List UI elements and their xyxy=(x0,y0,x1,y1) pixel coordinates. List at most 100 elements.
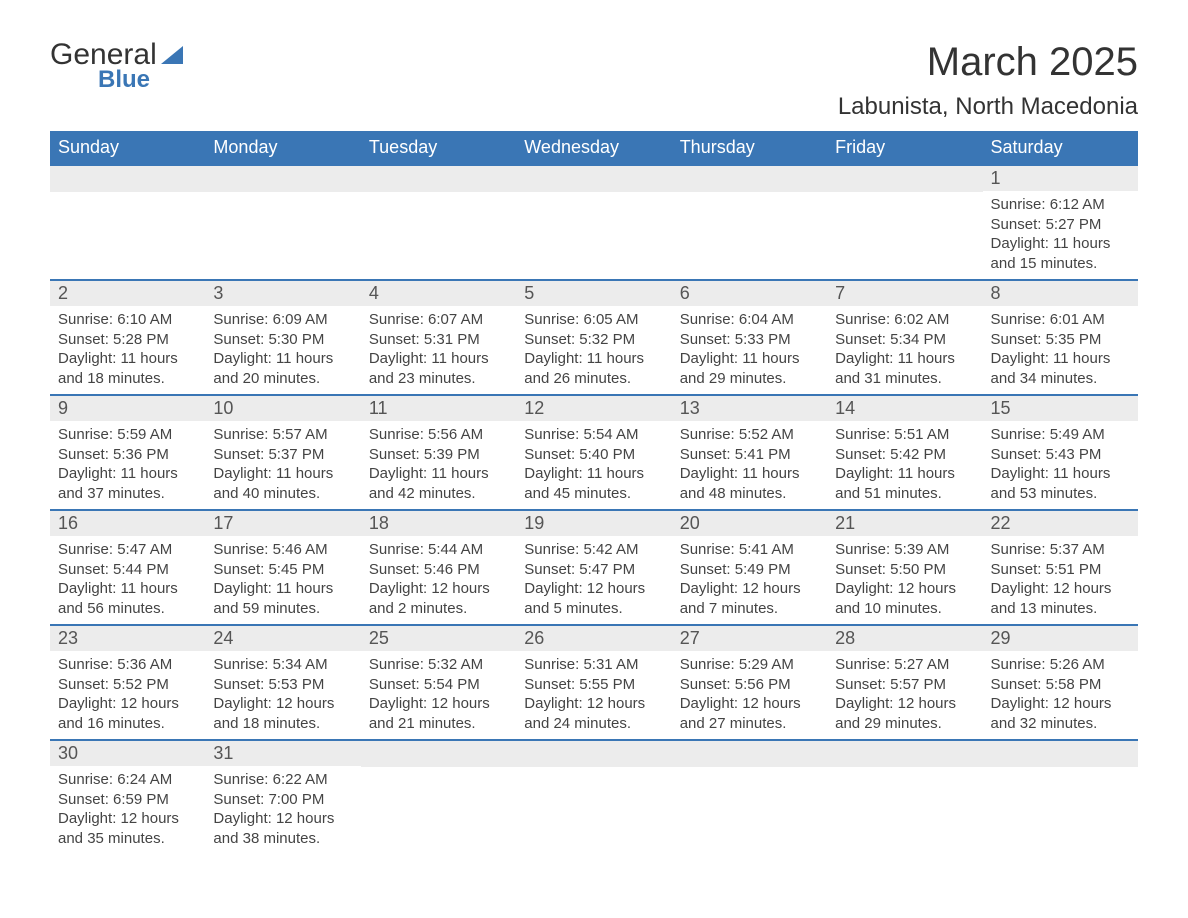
week-row: 9Sunrise: 5:59 AMSunset: 5:36 PMDaylight… xyxy=(50,395,1138,510)
day-cell: 26Sunrise: 5:31 AMSunset: 5:55 PMDayligh… xyxy=(516,625,671,740)
col-monday: Monday xyxy=(205,131,360,165)
daylight2-text: and 23 minutes. xyxy=(369,369,508,389)
day-number: 25 xyxy=(361,626,516,651)
daylight1-text: Daylight: 12 hours xyxy=(213,694,352,714)
daylight2-text: and 51 minutes. xyxy=(835,484,974,504)
col-tuesday: Tuesday xyxy=(361,131,516,165)
daylight1-text: Daylight: 11 hours xyxy=(369,349,508,369)
daylight1-text: Daylight: 11 hours xyxy=(991,464,1130,484)
day-cell xyxy=(827,740,982,854)
day-info: Sunrise: 5:57 AMSunset: 5:37 PMDaylight:… xyxy=(205,421,360,509)
day-info: Sunrise: 5:36 AMSunset: 5:52 PMDaylight:… xyxy=(50,651,205,739)
week-row: 30Sunrise: 6:24 AMSunset: 6:59 PMDayligh… xyxy=(50,740,1138,854)
day-info: Sunrise: 6:05 AMSunset: 5:32 PMDaylight:… xyxy=(516,306,671,394)
day-number: 16 xyxy=(50,511,205,536)
day-cell: 25Sunrise: 5:32 AMSunset: 5:54 PMDayligh… xyxy=(361,625,516,740)
day-cell: 30Sunrise: 6:24 AMSunset: 6:59 PMDayligh… xyxy=(50,740,205,854)
month-title: March 2025 xyxy=(838,40,1138,85)
daylight2-text: and 37 minutes. xyxy=(58,484,197,504)
day-info: Sunrise: 6:12 AMSunset: 5:27 PMDaylight:… xyxy=(983,191,1138,279)
day-number: 20 xyxy=(672,511,827,536)
day-cell xyxy=(50,165,205,280)
daylight1-text: Daylight: 11 hours xyxy=(213,579,352,599)
sunset-text: Sunset: 5:52 PM xyxy=(58,675,197,695)
sunset-text: Sunset: 5:46 PM xyxy=(369,560,508,580)
day-cell: 14Sunrise: 5:51 AMSunset: 5:42 PMDayligh… xyxy=(827,395,982,510)
sunrise-text: Sunrise: 6:10 AM xyxy=(58,310,197,330)
daylight2-text: and 18 minutes. xyxy=(58,369,197,389)
daylight2-text: and 24 minutes. xyxy=(524,714,663,734)
sunrise-text: Sunrise: 6:22 AM xyxy=(213,770,352,790)
daylight1-text: Daylight: 12 hours xyxy=(58,694,197,714)
empty-daynum xyxy=(361,166,516,192)
logo-line2: Blue xyxy=(98,66,157,94)
day-cell xyxy=(205,165,360,280)
daylight1-text: Daylight: 12 hours xyxy=(680,694,819,714)
daylight1-text: Daylight: 12 hours xyxy=(58,809,197,829)
triangle-icon xyxy=(161,46,183,64)
day-cell: 18Sunrise: 5:44 AMSunset: 5:46 PMDayligh… xyxy=(361,510,516,625)
sunset-text: Sunset: 5:40 PM xyxy=(524,445,663,465)
daylight1-text: Daylight: 12 hours xyxy=(680,579,819,599)
sunrise-text: Sunrise: 5:39 AM xyxy=(835,540,974,560)
day-info: Sunrise: 5:46 AMSunset: 5:45 PMDaylight:… xyxy=(205,536,360,624)
day-cell: 28Sunrise: 5:27 AMSunset: 5:57 PMDayligh… xyxy=(827,625,982,740)
sunrise-text: Sunrise: 5:57 AM xyxy=(213,425,352,445)
daylight1-text: Daylight: 11 hours xyxy=(991,349,1130,369)
day-info: Sunrise: 5:31 AMSunset: 5:55 PMDaylight:… xyxy=(516,651,671,739)
daylight1-text: Daylight: 12 hours xyxy=(835,694,974,714)
col-wednesday: Wednesday xyxy=(516,131,671,165)
day-info: Sunrise: 5:52 AMSunset: 5:41 PMDaylight:… xyxy=(672,421,827,509)
day-cell: 22Sunrise: 5:37 AMSunset: 5:51 PMDayligh… xyxy=(983,510,1138,625)
day-info: Sunrise: 6:09 AMSunset: 5:30 PMDaylight:… xyxy=(205,306,360,394)
day-cell xyxy=(672,740,827,854)
week-row: 2Sunrise: 6:10 AMSunset: 5:28 PMDaylight… xyxy=(50,280,1138,395)
day-number: 10 xyxy=(205,396,360,421)
daylight1-text: Daylight: 12 hours xyxy=(991,579,1130,599)
sunset-text: Sunset: 5:43 PM xyxy=(991,445,1130,465)
col-saturday: Saturday xyxy=(983,131,1138,165)
daylight1-text: Daylight: 12 hours xyxy=(369,694,508,714)
day-info: Sunrise: 5:26 AMSunset: 5:58 PMDaylight:… xyxy=(983,651,1138,739)
daylight2-text: and 15 minutes. xyxy=(991,254,1130,274)
daylight1-text: Daylight: 11 hours xyxy=(680,464,819,484)
daylight2-text: and 20 minutes. xyxy=(213,369,352,389)
sunset-text: Sunset: 5:54 PM xyxy=(369,675,508,695)
daylight2-text: and 40 minutes. xyxy=(213,484,352,504)
daylight2-text: and 31 minutes. xyxy=(835,369,974,389)
day-cell: 19Sunrise: 5:42 AMSunset: 5:47 PMDayligh… xyxy=(516,510,671,625)
day-number: 28 xyxy=(827,626,982,651)
sunrise-text: Sunrise: 6:04 AM xyxy=(680,310,819,330)
empty-dayinfo xyxy=(827,192,982,262)
sunrise-text: Sunrise: 6:02 AM xyxy=(835,310,974,330)
day-info: Sunrise: 5:39 AMSunset: 5:50 PMDaylight:… xyxy=(827,536,982,624)
daylight1-text: Daylight: 11 hours xyxy=(58,579,197,599)
day-cell: 12Sunrise: 5:54 AMSunset: 5:40 PMDayligh… xyxy=(516,395,671,510)
sunset-text: Sunset: 5:47 PM xyxy=(524,560,663,580)
day-info: Sunrise: 6:04 AMSunset: 5:33 PMDaylight:… xyxy=(672,306,827,394)
day-number: 27 xyxy=(672,626,827,651)
day-cell: 6Sunrise: 6:04 AMSunset: 5:33 PMDaylight… xyxy=(672,280,827,395)
day-cell: 8Sunrise: 6:01 AMSunset: 5:35 PMDaylight… xyxy=(983,280,1138,395)
sunset-text: Sunset: 5:34 PM xyxy=(835,330,974,350)
daylight1-text: Daylight: 11 hours xyxy=(58,464,197,484)
day-cell: 10Sunrise: 5:57 AMSunset: 5:37 PMDayligh… xyxy=(205,395,360,510)
sunrise-text: Sunrise: 6:07 AM xyxy=(369,310,508,330)
empty-dayinfo xyxy=(361,192,516,262)
sunrise-text: Sunrise: 6:05 AM xyxy=(524,310,663,330)
day-number: 24 xyxy=(205,626,360,651)
day-cell xyxy=(516,165,671,280)
daylight2-text: and 53 minutes. xyxy=(991,484,1130,504)
daylight1-text: Daylight: 12 hours xyxy=(369,579,508,599)
daylight2-text: and 59 minutes. xyxy=(213,599,352,619)
sunset-text: Sunset: 5:37 PM xyxy=(213,445,352,465)
sunrise-text: Sunrise: 5:42 AM xyxy=(524,540,663,560)
sunset-text: Sunset: 5:35 PM xyxy=(991,330,1130,350)
day-cell xyxy=(672,165,827,280)
sunset-text: Sunset: 5:56 PM xyxy=(680,675,819,695)
week-row: 23Sunrise: 5:36 AMSunset: 5:52 PMDayligh… xyxy=(50,625,1138,740)
sunset-text: Sunset: 5:41 PM xyxy=(680,445,819,465)
day-cell: 5Sunrise: 6:05 AMSunset: 5:32 PMDaylight… xyxy=(516,280,671,395)
daylight1-text: Daylight: 12 hours xyxy=(524,579,663,599)
sunrise-text: Sunrise: 5:27 AM xyxy=(835,655,974,675)
